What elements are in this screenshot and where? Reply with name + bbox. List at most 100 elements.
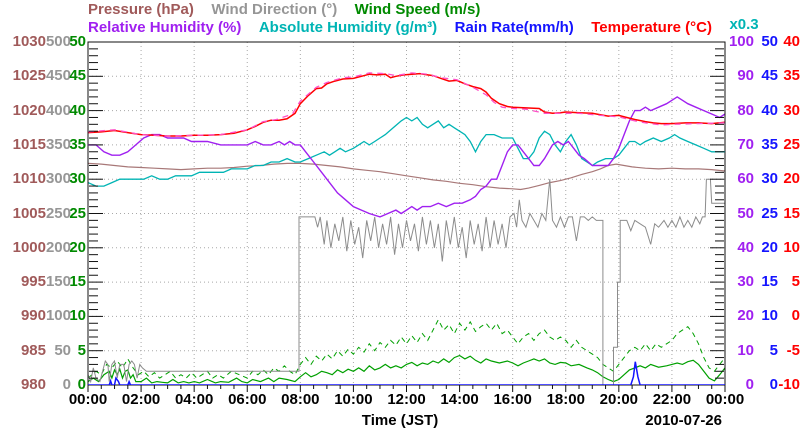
right-tick-label-temperature: -5 (786, 341, 800, 359)
right-tick-label-temperature: 5 (791, 273, 800, 291)
right-tick-label-rain-rate: 45 (761, 67, 778, 85)
right-tick-label-relative-humidity: 30 (737, 273, 754, 291)
time-tick-label: 10:00 (334, 391, 373, 408)
legend-wind-speed: Wind Speed (m/s) (354, 1, 481, 18)
legend-absolute-humidity: Absolute Humidity (g/m³) (258, 19, 438, 36)
left-tick-label-wind-speed: 15 (69, 273, 86, 291)
left-tick-label-wind-speed: 30 (69, 170, 86, 188)
series-absolute_humidity (88, 116, 725, 187)
left-tick-label-wind-speed: 20 (69, 238, 86, 256)
legend-row-2: Relative Humidity (%) Absolute Humidity … (88, 16, 772, 37)
right-tick-label-relative-humidity: 0 (745, 376, 754, 393)
left-tick-label-wind-direction: 350 (45, 135, 71, 153)
left-tick-label-wind-speed: 40 (69, 101, 86, 119)
time-tick-label: 08:00 (281, 391, 320, 408)
time-tick-label: 02:00 (121, 391, 161, 408)
absolute-humidity-scale-note: x0.3 (729, 16, 759, 33)
time-tick-label: 04:00 (174, 391, 214, 408)
left-tick-label-wind-direction: 200 (45, 238, 71, 256)
left-tick-label-wind-direction: 0 (62, 376, 71, 393)
left-tick-label-pressure: 1020 (12, 101, 46, 119)
legend-wind-direction: Wind Direction (°) (211, 1, 338, 18)
series-temperature_2 (88, 72, 725, 137)
left-tick-label-pressure: 990 (20, 307, 46, 325)
series-pressure (88, 162, 725, 191)
right-tick-label-temperature: 20 (783, 170, 800, 188)
left-tick-label-wind-direction: 500 (45, 33, 71, 50)
right-tick-label-temperature: 15 (783, 204, 800, 222)
left-tick-label-wind-direction: 250 (45, 204, 71, 222)
time-tick-label: 00:00 (705, 391, 745, 408)
series-wind_speed (88, 354, 725, 384)
right-tick-label-rain-rate: 5 (769, 341, 778, 359)
time-tick-label: 22:00 (652, 391, 692, 408)
left-tick-label-wind-speed: 50 (69, 33, 86, 50)
left-tick-label-pressure: 1030 (12, 33, 46, 50)
right-tick-label-relative-humidity: 100 (728, 33, 754, 50)
left-tick-label-wind-speed: 10 (69, 307, 86, 325)
left-tick-label-pressure: 1010 (12, 170, 46, 188)
left-tick-label-wind-direction: 300 (45, 170, 71, 188)
right-tick-label-temperature: 0 (791, 307, 800, 325)
right-tick-label-temperature: 35 (783, 67, 800, 85)
right-tick-label-rain-rate: 0 (769, 376, 778, 393)
left-tick-label-wind-speed: 0 (77, 376, 86, 393)
right-tick-label-relative-humidity: 50 (737, 204, 754, 222)
right-tick-label-temperature: 10 (783, 238, 800, 256)
left-tick-label-wind-direction: 150 (45, 273, 71, 291)
left-tick-label-pressure: 1025 (12, 67, 46, 85)
left-tick-label-pressure: 1005 (12, 204, 46, 222)
left-tick-label-pressure: 980 (20, 376, 46, 393)
right-tick-label-temperature: -10 (778, 376, 800, 393)
left-tick-label-wind-speed: 45 (69, 67, 86, 85)
right-tick-label-temperature: 30 (783, 101, 800, 119)
right-tick-label-rain-rate: 50 (761, 33, 778, 50)
plot-border (87, 41, 726, 386)
right-tick-label-rain-rate: 30 (761, 170, 778, 188)
right-tick-label-rain-rate: 20 (761, 238, 778, 256)
left-tick-label-pressure: 995 (20, 273, 46, 291)
right-tick-label-relative-humidity: 40 (737, 238, 754, 256)
left-tick-label-wind-direction: 50 (54, 341, 71, 359)
right-tick-label-relative-humidity: 70 (737, 135, 754, 153)
right-tick-label-rain-rate: 40 (761, 101, 778, 119)
right-tick-label-rain-rate: 10 (761, 307, 778, 325)
right-tick-label-temperature: 25 (783, 135, 800, 153)
legend-temperature: Temperature (°C) (591, 19, 712, 36)
left-tick-label-wind-speed: 25 (69, 204, 86, 222)
right-tick-label-rain-rate: 15 (761, 273, 778, 291)
right-tick-label-relative-humidity: 60 (737, 170, 754, 188)
left-tick-label-pressure: 985 (20, 341, 46, 359)
series-wind_gust (88, 318, 725, 379)
left-tick-label-wind-direction: 400 (45, 101, 71, 119)
time-tick-label: 16:00 (493, 391, 532, 408)
series-wind_direction (88, 178, 725, 385)
left-tick-label-wind-speed: 5 (77, 341, 86, 359)
time-tick-label: 18:00 (546, 391, 585, 408)
legend-rain-rate: Rain Rate(mm/h) (454, 19, 574, 36)
legend-relative-humidity: Relative Humidity (%) (88, 19, 242, 36)
time-tick-label: 14:00 (440, 391, 479, 408)
time-tick-label: 00:00 (68, 391, 108, 408)
right-tick-label-rain-rate: 35 (761, 135, 778, 153)
left-tick-label-wind-direction: 450 (45, 67, 71, 85)
right-tick-label-rain-rate: 25 (761, 204, 778, 222)
left-tick-label-wind-direction: 100 (45, 307, 71, 325)
right-tick-label-temperature: 40 (783, 33, 800, 50)
series-relative_humidity (88, 96, 725, 218)
time-tick-label: 12:00 (387, 391, 426, 408)
legend-pressure: Pressure (hPa) (88, 1, 194, 18)
time-tick-label: 06:00 (228, 391, 267, 408)
right-tick-label-relative-humidity: 90 (737, 67, 754, 85)
time-tick-label: 20:00 (599, 391, 639, 408)
right-tick-label-relative-humidity: 10 (737, 341, 754, 359)
legend-row-1: Pressure (hPa) Wind Direction (°) Wind S… (88, 1, 493, 19)
left-tick-label-pressure: 1000 (12, 238, 46, 256)
right-tick-label-relative-humidity: 20 (737, 307, 754, 325)
right-tick-label-relative-humidity: 80 (737, 101, 754, 119)
x-axis-title: Time (JST) (361, 412, 439, 429)
left-tick-label-wind-speed: 35 (69, 135, 86, 153)
left-tick-label-pressure: 1015 (12, 135, 46, 153)
